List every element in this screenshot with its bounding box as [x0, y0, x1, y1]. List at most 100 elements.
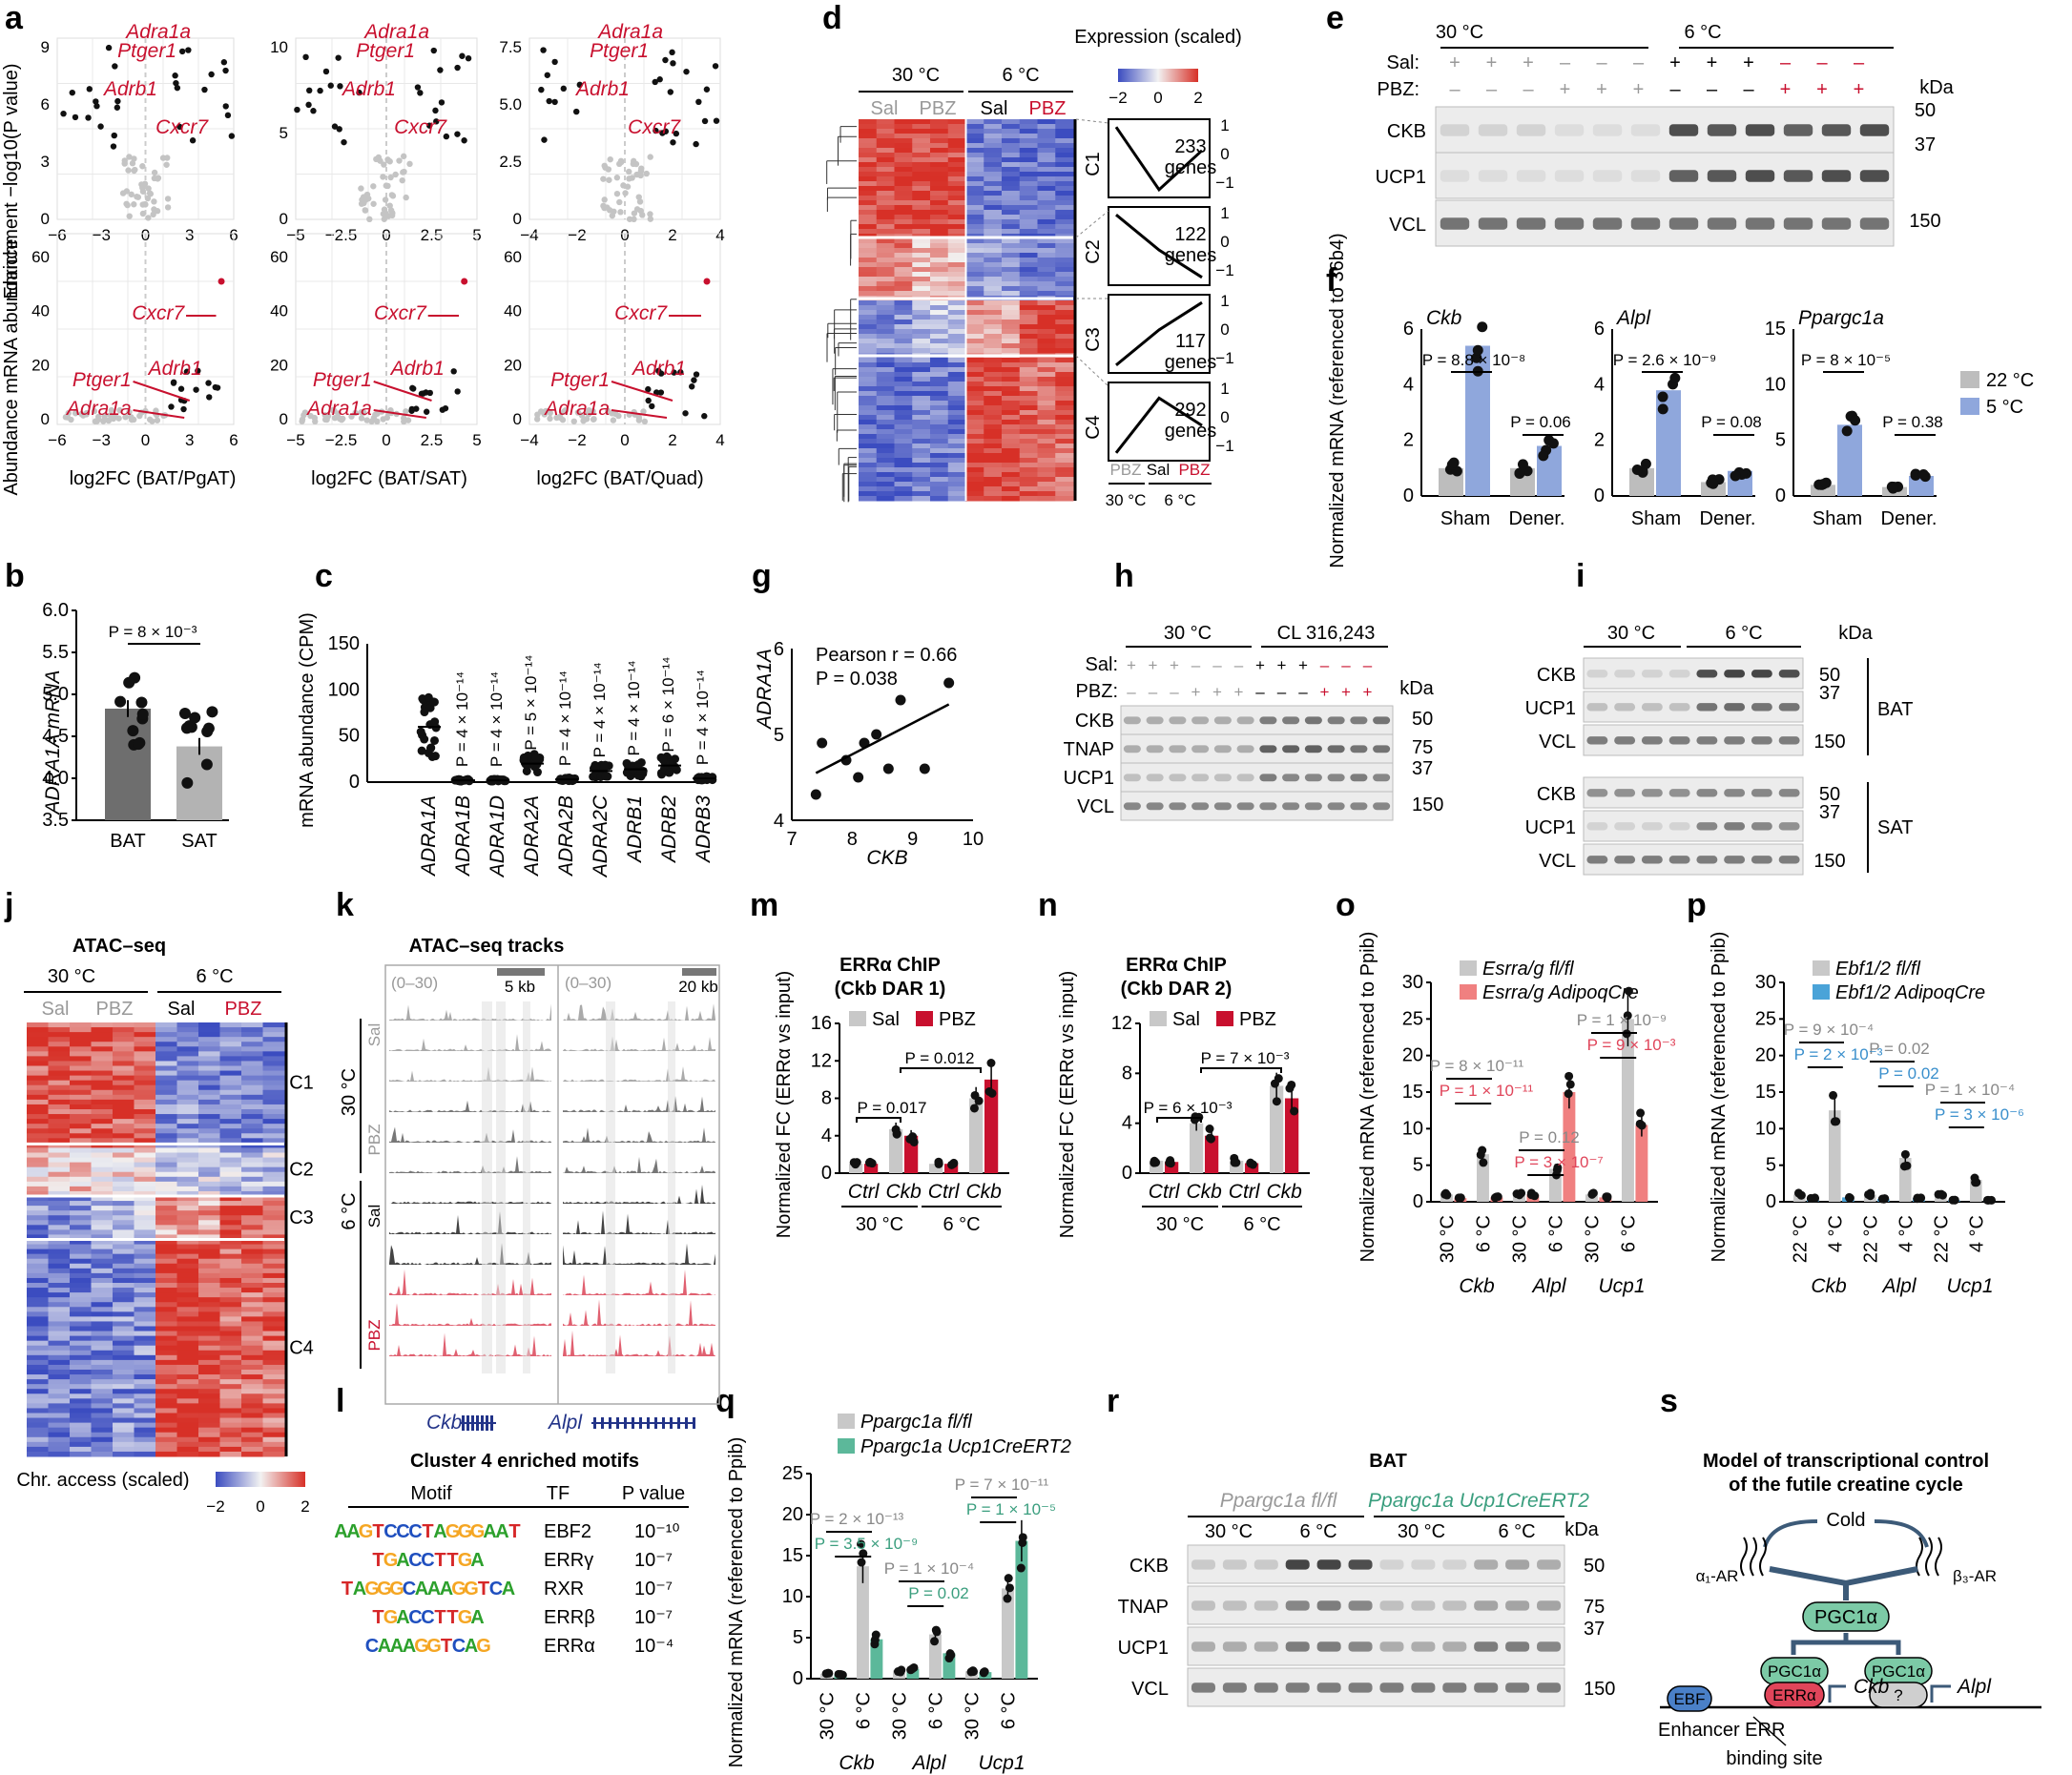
j-heat-cell	[113, 1427, 135, 1434]
j-heat-cell	[27, 1138, 49, 1144]
j-heat-cell	[48, 1109, 71, 1115]
d-heat-cell	[912, 391, 931, 397]
o-chart-xcat: 30 °C	[1438, 1215, 1459, 1263]
a-point-gray	[358, 415, 365, 422]
j-heat-cell	[113, 1432, 135, 1438]
d-heat-cell	[1002, 410, 1021, 416]
d-heat-cell	[965, 386, 984, 392]
k-highlight	[482, 1001, 492, 1373]
l-tf: EBF2	[544, 1521, 591, 1542]
j-heat-cell	[198, 1147, 220, 1153]
j-heat-cell	[134, 1089, 156, 1096]
d-heat-cell	[859, 119, 878, 125]
h-sign-sal: –	[1234, 656, 1244, 674]
i-sat-2-band	[1668, 856, 1690, 864]
j-heat-cell	[91, 1288, 114, 1293]
d-heat-cell	[876, 348, 895, 354]
d-heat-cell	[859, 410, 878, 416]
d-heat-cell	[1055, 458, 1074, 464]
j-heat-cell	[262, 1321, 285, 1327]
a-point-gray	[533, 416, 541, 423]
r-blot-3-band	[1285, 1682, 1310, 1693]
k-exon	[601, 1417, 604, 1429]
j-heat-cell	[262, 1186, 285, 1192]
j-heat-cell	[113, 1277, 135, 1284]
m-bracket2	[900, 1067, 982, 1073]
d-cluster-count: 233	[1174, 136, 1206, 157]
d-heat-cell	[1019, 172, 1038, 177]
j-heat-cell	[48, 1147, 71, 1153]
l-motif-letter: C	[421, 1607, 434, 1628]
j-cond-2: PBZ	[96, 999, 134, 1020]
i-bat-1-band	[1696, 703, 1718, 712]
o-chart-point	[1552, 1166, 1562, 1175]
d-heat-cell	[965, 348, 984, 354]
f-point	[1514, 468, 1525, 480]
a-point-cxcr7	[461, 278, 468, 285]
d-heat-cell	[894, 277, 913, 282]
q-chart-point	[907, 1664, 917, 1674]
a-point-black	[645, 397, 652, 404]
a-point-black	[220, 59, 228, 66]
e-blot-1-band	[1707, 170, 1737, 182]
a-point-gray	[626, 216, 633, 222]
d-heat-cell	[930, 463, 949, 468]
a-ytick: 0	[280, 210, 288, 228]
a-ytick: 0	[513, 210, 522, 228]
a-gene-adrb1-bottom: Adrb1	[147, 358, 202, 380]
j-heat-cell	[113, 1094, 135, 1101]
d-heat-cell	[1037, 405, 1056, 411]
d-heat-cell	[965, 119, 984, 125]
n-chart-point	[1290, 1106, 1299, 1116]
d-heat-cell	[947, 401, 966, 406]
j-heat-cell	[198, 1220, 220, 1226]
d-heat-cell	[965, 420, 984, 425]
d-heat-cell	[894, 191, 913, 196]
j-heat-cell	[198, 1393, 220, 1399]
j-heat-cell	[219, 1253, 242, 1260]
l-motif-letter: C	[408, 1521, 422, 1542]
d-heat-cell	[984, 372, 1003, 378]
d-heat-cell	[1019, 200, 1038, 206]
d-heat-cell	[930, 248, 949, 254]
j-heat-cell	[91, 1364, 114, 1371]
a-point-gray	[616, 198, 623, 206]
panel-letter-f: f	[1326, 262, 1337, 299]
d-heat-cell	[930, 224, 949, 230]
a-xtick: 0	[382, 431, 390, 449]
d-heat-cell	[912, 272, 931, 278]
c-pvalue: P = 4 × 10⁻¹⁴	[694, 670, 712, 765]
a-point-black	[649, 402, 655, 410]
j-heat-cell	[176, 1292, 199, 1298]
a-point-gray	[547, 415, 553, 423]
a-point-gray	[630, 160, 637, 168]
j-heat-cell	[91, 1104, 114, 1110]
j-heat-cell	[27, 1253, 49, 1260]
a-xtick: −2	[568, 226, 586, 244]
d-heat-cell	[984, 243, 1003, 249]
d-heat-cell	[984, 367, 1003, 373]
l-motif-letter: T	[372, 1521, 383, 1542]
j-heat-cell	[27, 1379, 49, 1385]
d-heat-cell	[1019, 286, 1038, 292]
a-point-gray	[139, 188, 147, 195]
k-exon	[624, 1417, 627, 1429]
j-heat-cell	[198, 1037, 220, 1042]
p-chart-point	[1832, 1117, 1841, 1126]
l-motif-letter: G	[470, 1521, 486, 1542]
a-leader	[611, 409, 668, 419]
d-heat-cell	[1002, 391, 1021, 397]
i-sat-2-band	[1641, 856, 1663, 864]
r-blot-0-band	[1316, 1559, 1341, 1570]
j-heat-cell	[27, 1249, 49, 1255]
j-heat-cell	[113, 1316, 135, 1322]
j-heat-cell	[91, 1292, 114, 1298]
j-heat-cell	[241, 1128, 263, 1134]
d-heat-cell	[1055, 258, 1074, 263]
d-heat-cell	[1037, 482, 1056, 487]
j-heat-cell	[91, 1056, 114, 1062]
d-prof-ytick: 1	[1220, 380, 1229, 398]
panel-letter-b: b	[5, 558, 25, 594]
d-heat-cell	[965, 176, 984, 182]
d-heat-cell	[1002, 358, 1021, 363]
